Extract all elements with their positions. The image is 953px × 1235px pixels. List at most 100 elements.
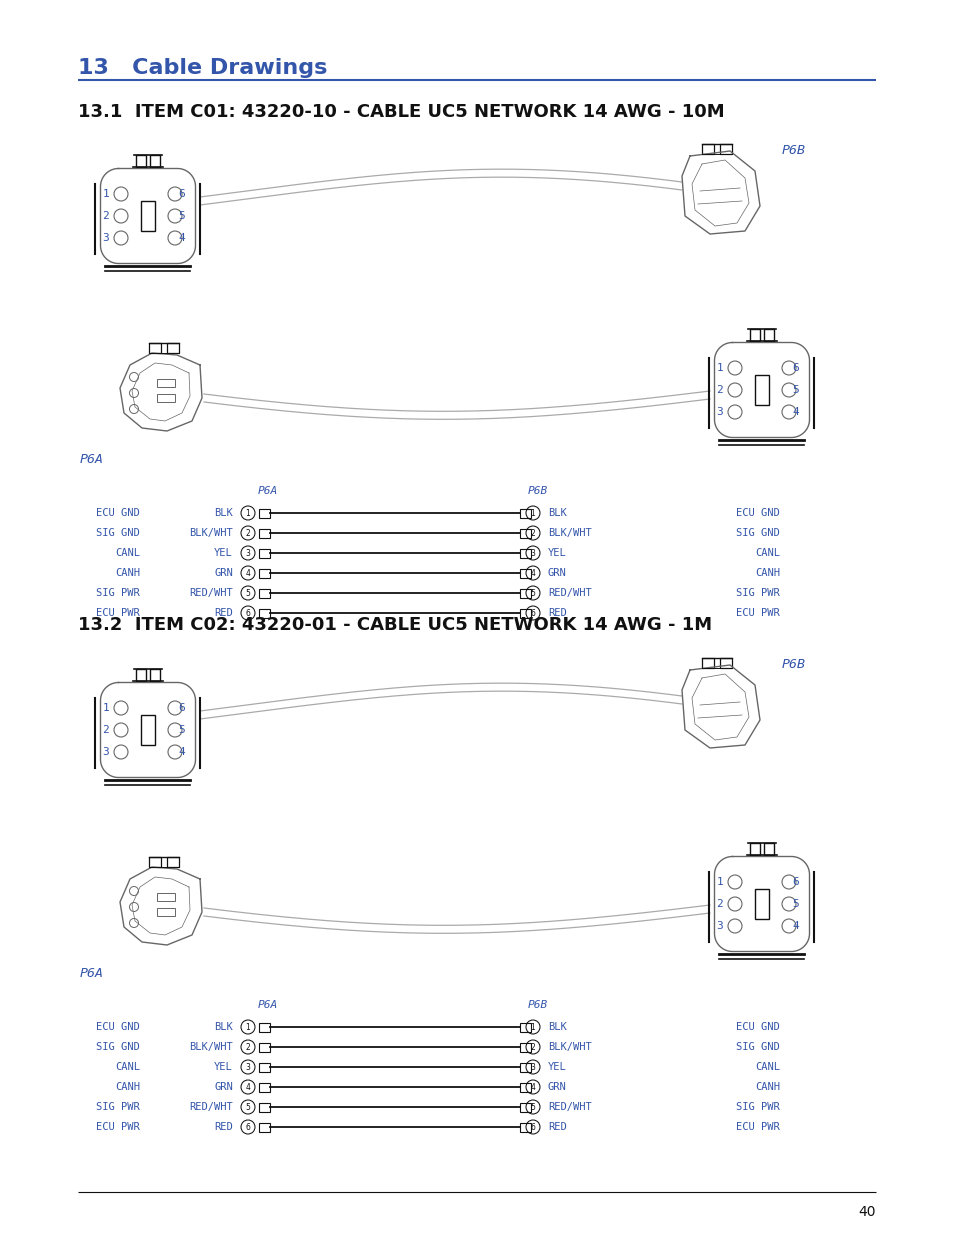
Bar — [519, 1062, 531, 1072]
Text: 2: 2 — [102, 211, 109, 221]
Text: SIG GND: SIG GND — [736, 529, 780, 538]
Text: CANL: CANL — [115, 548, 140, 558]
Text: 4: 4 — [245, 568, 251, 578]
Text: 1: 1 — [716, 877, 722, 887]
Bar — [519, 589, 531, 598]
Bar — [167, 857, 179, 867]
Text: GRN: GRN — [547, 568, 566, 578]
Text: 5: 5 — [530, 589, 535, 598]
Bar — [754, 889, 768, 919]
Text: 3: 3 — [716, 921, 722, 931]
Bar — [749, 842, 760, 855]
Text: RED/WHT: RED/WHT — [189, 1102, 233, 1112]
Text: P6A: P6A — [257, 1000, 278, 1010]
Text: RED/WHT: RED/WHT — [189, 588, 233, 598]
Bar — [150, 668, 160, 680]
Text: 5: 5 — [178, 725, 185, 735]
Text: GRN: GRN — [214, 1082, 233, 1092]
Text: ECU PWR: ECU PWR — [96, 1123, 140, 1132]
Text: SIG GND: SIG GND — [736, 1042, 780, 1052]
Text: BLK/WHT: BLK/WHT — [189, 529, 233, 538]
Text: GRN: GRN — [547, 1082, 566, 1092]
Text: 6: 6 — [245, 1123, 251, 1131]
Text: 6: 6 — [791, 877, 798, 887]
Bar — [519, 1103, 531, 1112]
Bar — [258, 548, 270, 557]
Bar — [258, 1103, 270, 1112]
Text: 6: 6 — [791, 363, 798, 373]
Text: CANH: CANH — [115, 1082, 140, 1092]
Text: CANH: CANH — [115, 568, 140, 578]
Text: BLK: BLK — [547, 508, 566, 517]
Bar — [701, 658, 713, 668]
Text: 4: 4 — [245, 1083, 251, 1092]
Text: BLK/WHT: BLK/WHT — [547, 529, 591, 538]
Bar — [519, 1123, 531, 1131]
Text: ECU GND: ECU GND — [96, 508, 140, 517]
Bar — [519, 548, 531, 557]
Text: 1: 1 — [530, 509, 535, 517]
Bar — [258, 609, 270, 618]
Bar — [258, 1042, 270, 1051]
Text: P6A: P6A — [257, 487, 278, 496]
Text: 5: 5 — [178, 211, 185, 221]
Bar — [754, 375, 768, 405]
Text: 6: 6 — [530, 609, 535, 618]
Bar — [136, 668, 146, 680]
Bar — [258, 589, 270, 598]
Text: SIG PWR: SIG PWR — [736, 1102, 780, 1112]
Text: 2: 2 — [530, 1042, 535, 1051]
Text: SIG PWR: SIG PWR — [96, 588, 140, 598]
Text: 13.2  ITEM C02: 43220-01 - CABLE UC5 NETWORK 14 AWG - 1M: 13.2 ITEM C02: 43220-01 - CABLE UC5 NETW… — [78, 616, 711, 634]
Text: ECU GND: ECU GND — [96, 1023, 140, 1032]
Text: 13   Cable Drawings: 13 Cable Drawings — [78, 58, 327, 78]
Text: 6: 6 — [178, 189, 185, 199]
Text: ECU PWR: ECU PWR — [736, 1123, 780, 1132]
Text: CANH: CANH — [754, 1082, 780, 1092]
Bar — [150, 154, 160, 167]
Bar — [258, 1062, 270, 1072]
Text: 6: 6 — [530, 1123, 535, 1131]
Bar — [519, 1083, 531, 1092]
Text: 2: 2 — [530, 529, 535, 537]
Text: RED: RED — [214, 1123, 233, 1132]
Text: RED/WHT: RED/WHT — [547, 1102, 591, 1112]
Text: BLK/WHT: BLK/WHT — [547, 1042, 591, 1052]
Text: 6: 6 — [245, 609, 251, 618]
Text: RED/WHT: RED/WHT — [547, 588, 591, 598]
Text: 4: 4 — [530, 1083, 535, 1092]
Text: 4: 4 — [530, 568, 535, 578]
Text: 2: 2 — [245, 1042, 250, 1051]
Bar — [763, 842, 773, 855]
Text: 1: 1 — [102, 703, 109, 713]
Text: 3: 3 — [102, 747, 109, 757]
Text: ECU PWR: ECU PWR — [96, 608, 140, 618]
Text: 4: 4 — [178, 233, 185, 243]
Bar — [141, 715, 154, 745]
Text: 5: 5 — [791, 385, 798, 395]
Text: 3: 3 — [716, 408, 722, 417]
Bar — [258, 1123, 270, 1131]
Text: 1: 1 — [530, 1023, 535, 1031]
Text: 3: 3 — [530, 1062, 535, 1072]
Text: ECU PWR: ECU PWR — [736, 608, 780, 618]
Text: SIG PWR: SIG PWR — [736, 588, 780, 598]
Bar — [149, 343, 161, 353]
Bar — [519, 1023, 531, 1031]
Bar — [157, 893, 174, 902]
Text: BLK: BLK — [547, 1023, 566, 1032]
Bar — [149, 857, 161, 867]
Bar — [519, 568, 531, 578]
Bar — [258, 1023, 270, 1031]
Text: 13.1  ITEM C01: 43220-10 - CABLE UC5 NETWORK 14 AWG - 10M: 13.1 ITEM C01: 43220-10 - CABLE UC5 NETW… — [78, 103, 724, 121]
Text: BLK: BLK — [214, 1023, 233, 1032]
Bar — [167, 343, 179, 353]
Text: RED: RED — [547, 608, 566, 618]
Text: 3: 3 — [245, 548, 251, 557]
Bar — [720, 144, 731, 154]
Bar — [763, 329, 773, 341]
Bar — [258, 1083, 270, 1092]
Text: 1: 1 — [245, 509, 250, 517]
Text: 1: 1 — [716, 363, 722, 373]
Text: P6B: P6B — [527, 1000, 548, 1010]
